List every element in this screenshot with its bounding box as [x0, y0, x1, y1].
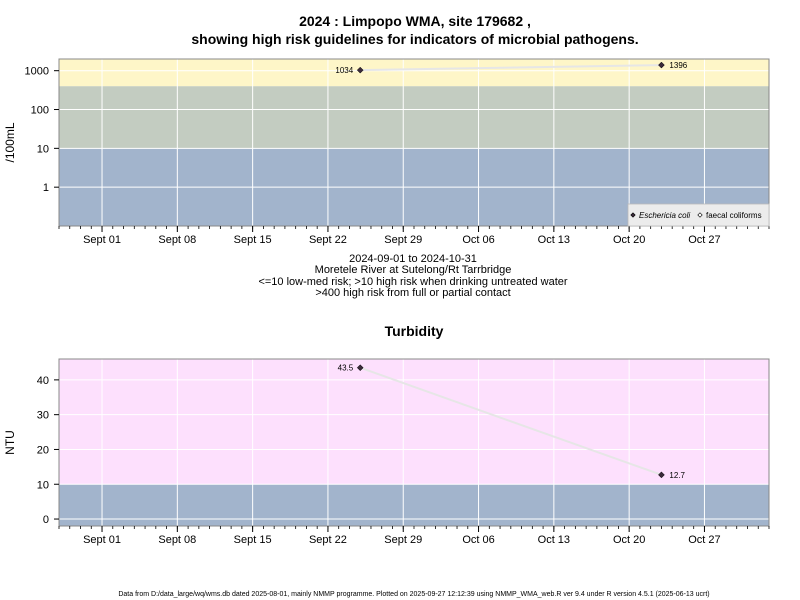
y-tick-label: 100 — [31, 105, 49, 117]
chart-title-line1: 2024 : Limpopo WMA, site 179682 , — [299, 13, 531, 29]
x-tick-label: Sept 01 — [83, 534, 121, 546]
x-tick-label: Sept 29 — [384, 234, 422, 246]
x-tick-label: Sept 29 — [384, 534, 422, 546]
y-tick-label: 40 — [37, 375, 49, 387]
x-tick-label: Oct 13 — [538, 534, 570, 546]
risk-band-1 — [59, 359, 769, 485]
legend-marker-faecal-coliforms — [697, 212, 703, 218]
legend-label-ecoli: Eschericia coli — [639, 211, 690, 220]
y-tick-label: 0 — [43, 514, 49, 526]
y-tick-label: 20 — [37, 444, 49, 456]
x-tick-label: Oct 13 — [538, 234, 570, 246]
y-axis-label: /100mL — [3, 122, 17, 162]
data-label: 1396 — [669, 61, 687, 70]
x-tick-label: Oct 20 — [613, 534, 645, 546]
series-line — [359, 366, 662, 476]
legend-label-faecal-coliforms: faecal coliforms — [706, 211, 762, 220]
x-tick-label: Sept 01 — [83, 234, 121, 246]
data-point — [658, 61, 665, 69]
footer-note: Data from D:/data_large/wq/wms.db dated … — [118, 591, 709, 598]
x-tick-label: Oct 06 — [462, 534, 494, 546]
data-point — [658, 471, 665, 479]
series-line — [360, 64, 662, 72]
turbidity-panel: Sept 01 Sept 08 Sept 15 Sept 22 Sept 29 Oct 0… — [3, 358, 770, 546]
y-tick-label: 1 — [43, 182, 49, 194]
subtitle-site-name: Moretele River at Sutelong/Rt Tarrbridge — [315, 264, 512, 276]
ecoli-panel: Sept 01 Sept 08 Sept 15 Sept 22 Sept 29 Oct 0… — [3, 58, 770, 246]
y-tick-label: 1000 — [25, 66, 49, 78]
x-tick-label: Sept 15 — [234, 234, 272, 246]
data-point — [356, 66, 364, 74]
x-tick-label: Oct 27 — [688, 534, 720, 546]
x-tick-label: Sept 15 — [234, 534, 272, 546]
legend-marker-ecoli — [630, 212, 636, 218]
data-label: 1034 — [335, 66, 353, 75]
y-tick-label: 10 — [37, 143, 49, 155]
x-tick-label: Oct 27 — [688, 234, 720, 246]
y-tick-label: 10 — [37, 479, 49, 491]
y-tick-label: 30 — [37, 410, 49, 422]
subtitle-date-range: 2024-09-01 to 2024-10-31 — [349, 253, 477, 265]
data-label: 12.7 — [669, 471, 685, 480]
risk-band-0 — [59, 484, 769, 526]
data-point — [356, 364, 364, 372]
data-label: 43.5 — [338, 364, 354, 373]
x-tick-label: Sept 08 — [158, 234, 196, 246]
x-tick-label: Sept 22 — [309, 234, 347, 246]
subtitle-drinking-risk: <=10 low-med risk; >10 high risk when dr… — [258, 276, 567, 288]
x-tick-label: Sept 08 — [158, 534, 196, 546]
turbidity-title: Turbidity — [385, 323, 444, 339]
chart-title-line2: showing high risk guidelines for indicat… — [191, 31, 638, 47]
x-tick-label: Sept 22 — [309, 534, 347, 546]
risk-band-1 — [59, 86, 769, 149]
x-tick-label: Oct 06 — [462, 234, 494, 246]
x-tick-label: Oct 20 — [613, 234, 645, 246]
subtitle-contact-risk: >400 high risk from full or partial cont… — [315, 287, 510, 299]
y-axis-label: NTU — [3, 430, 17, 455]
